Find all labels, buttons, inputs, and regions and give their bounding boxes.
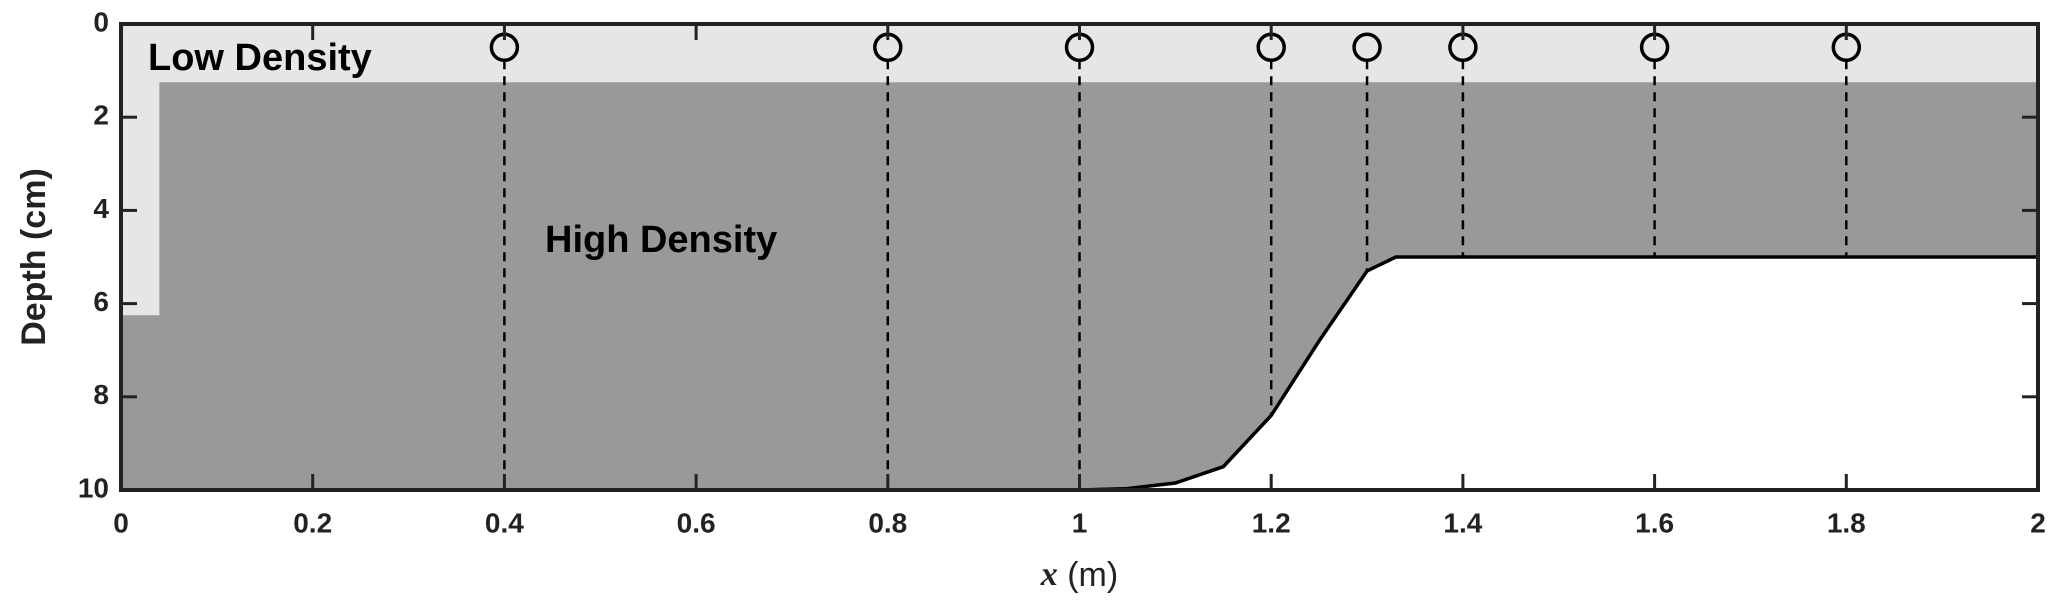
x-tick-label: 0.2 <box>293 507 332 538</box>
y-tick-label: 2 <box>93 100 109 131</box>
x-tick-label: 1 <box>1072 507 1088 538</box>
x-axis-label: x (m) <box>1040 556 1118 594</box>
x-tick-label: 1.2 <box>1252 507 1291 538</box>
x-tick-label: 0.6 <box>677 507 716 538</box>
x-tick-label: 1.8 <box>1827 507 1866 538</box>
y-tick-label: 0 <box>93 6 109 37</box>
y-tick-label: 8 <box>93 379 109 410</box>
x-tick-label: 2 <box>2030 507 2046 538</box>
x-axis-symbol: x <box>1040 556 1058 593</box>
x-tick-label: 0.4 <box>485 507 524 538</box>
x-tick-label: 1.4 <box>1443 507 1482 538</box>
x-tick-label: 0.8 <box>868 507 907 538</box>
bed-region <box>121 257 2038 490</box>
y-tick-label: 6 <box>93 286 109 317</box>
annotation: High Density <box>545 219 777 261</box>
x-tick-label: 1.6 <box>1635 507 1674 538</box>
y-tick-label: 4 <box>93 193 109 224</box>
y-tick-label: 10 <box>78 472 109 503</box>
x-axis-unit: (m) <box>1067 556 1118 594</box>
x-tick-label: 0 <box>113 507 129 538</box>
gauge <box>1352 32 1382 63</box>
y-axis-label: Depth (cm) <box>15 168 53 346</box>
annotation: Low Density <box>148 37 372 79</box>
